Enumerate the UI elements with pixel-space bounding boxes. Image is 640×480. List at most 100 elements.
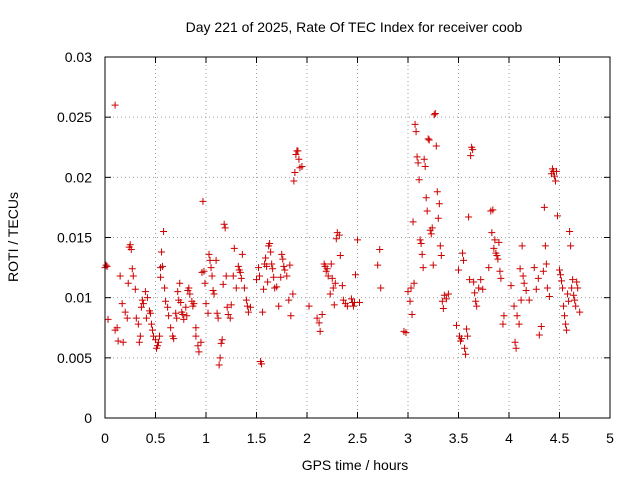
data-point [185, 284, 193, 292]
data-point [234, 262, 242, 270]
x-tick-label: 0.5 [146, 430, 166, 446]
data-point [539, 267, 547, 275]
data-point [287, 312, 295, 320]
x-tick-label: 3.5 [449, 430, 469, 446]
data-point [255, 264, 263, 272]
data-point [335, 231, 343, 239]
data-point [543, 284, 551, 292]
data-point [131, 285, 139, 293]
data-point [129, 272, 137, 280]
data-point [421, 163, 429, 171]
data-point [427, 230, 435, 238]
data-point [497, 274, 505, 282]
data-point [290, 177, 298, 185]
data-point [295, 155, 303, 163]
data-point [222, 272, 230, 280]
data-point [329, 284, 337, 292]
data-point [170, 335, 178, 343]
data-point [200, 267, 208, 275]
data-point [279, 255, 287, 263]
data-point [500, 312, 508, 320]
data-point [161, 284, 169, 292]
data-point [488, 229, 496, 237]
data-point [343, 302, 351, 310]
data-point [336, 252, 344, 260]
chart-title: Day 221 of 2025, Rate Of TEC Index for r… [186, 19, 523, 35]
data-point [137, 303, 145, 311]
data-point [462, 350, 470, 358]
data-point [124, 279, 132, 287]
data-point [210, 290, 218, 298]
data-point [534, 274, 542, 282]
data-point [507, 282, 515, 290]
data-point [157, 273, 165, 281]
data-point [338, 282, 346, 290]
data-point [458, 335, 466, 343]
data-point [220, 220, 228, 228]
x-tick-label: 3 [404, 430, 412, 446]
data-point [570, 291, 578, 299]
data-point [186, 290, 194, 298]
data-point [114, 337, 122, 345]
data-point [552, 167, 560, 175]
data-point [530, 264, 538, 272]
data-point [540, 203, 548, 211]
data-point [332, 235, 340, 243]
data-point [407, 284, 415, 292]
data-point [473, 302, 481, 310]
data-point [559, 284, 567, 292]
data-point [277, 273, 285, 281]
data-point [242, 296, 250, 304]
data-point [146, 309, 154, 317]
data-point [259, 308, 267, 316]
data-point [205, 250, 213, 258]
data-point [331, 279, 339, 287]
data-point [243, 302, 251, 310]
data-point [356, 298, 364, 306]
data-point [119, 338, 127, 346]
data-point [291, 169, 299, 177]
data-point [537, 323, 545, 331]
data-point [164, 303, 172, 311]
data-point [118, 300, 126, 308]
data-point [208, 272, 216, 280]
data-point [520, 279, 528, 287]
data-point [298, 163, 306, 171]
data-point [466, 276, 474, 284]
y-tick-label: 0.03 [65, 49, 92, 65]
data-point [561, 312, 569, 320]
data-point [489, 206, 497, 214]
data-point [572, 302, 580, 310]
data-point [494, 255, 502, 263]
data-point [516, 265, 524, 273]
data-point [230, 244, 238, 252]
data-point [402, 329, 410, 337]
data-point [160, 227, 168, 235]
y-tick-label: 0.015 [57, 230, 92, 246]
data-point [267, 248, 275, 256]
data-point [511, 338, 519, 346]
data-point [517, 296, 525, 304]
data-point [560, 302, 568, 310]
data-point [156, 332, 164, 340]
data-point [442, 295, 450, 303]
data-point [512, 344, 520, 352]
data-point [212, 256, 220, 264]
data-point [436, 242, 444, 250]
data-point [179, 311, 187, 319]
x-tick-label: 4 [505, 430, 513, 446]
data-point [470, 278, 478, 286]
data-point [431, 110, 439, 118]
data-point [564, 290, 572, 298]
data-point [217, 339, 225, 347]
data-point [485, 264, 493, 272]
data-point [238, 250, 246, 258]
data-point [214, 314, 222, 322]
data-point [430, 111, 438, 119]
data-point [195, 348, 203, 356]
data-point [377, 284, 385, 292]
x-tick-label: 4.5 [550, 430, 570, 446]
data-point [418, 250, 426, 258]
axis-ticks [104, 56, 611, 419]
